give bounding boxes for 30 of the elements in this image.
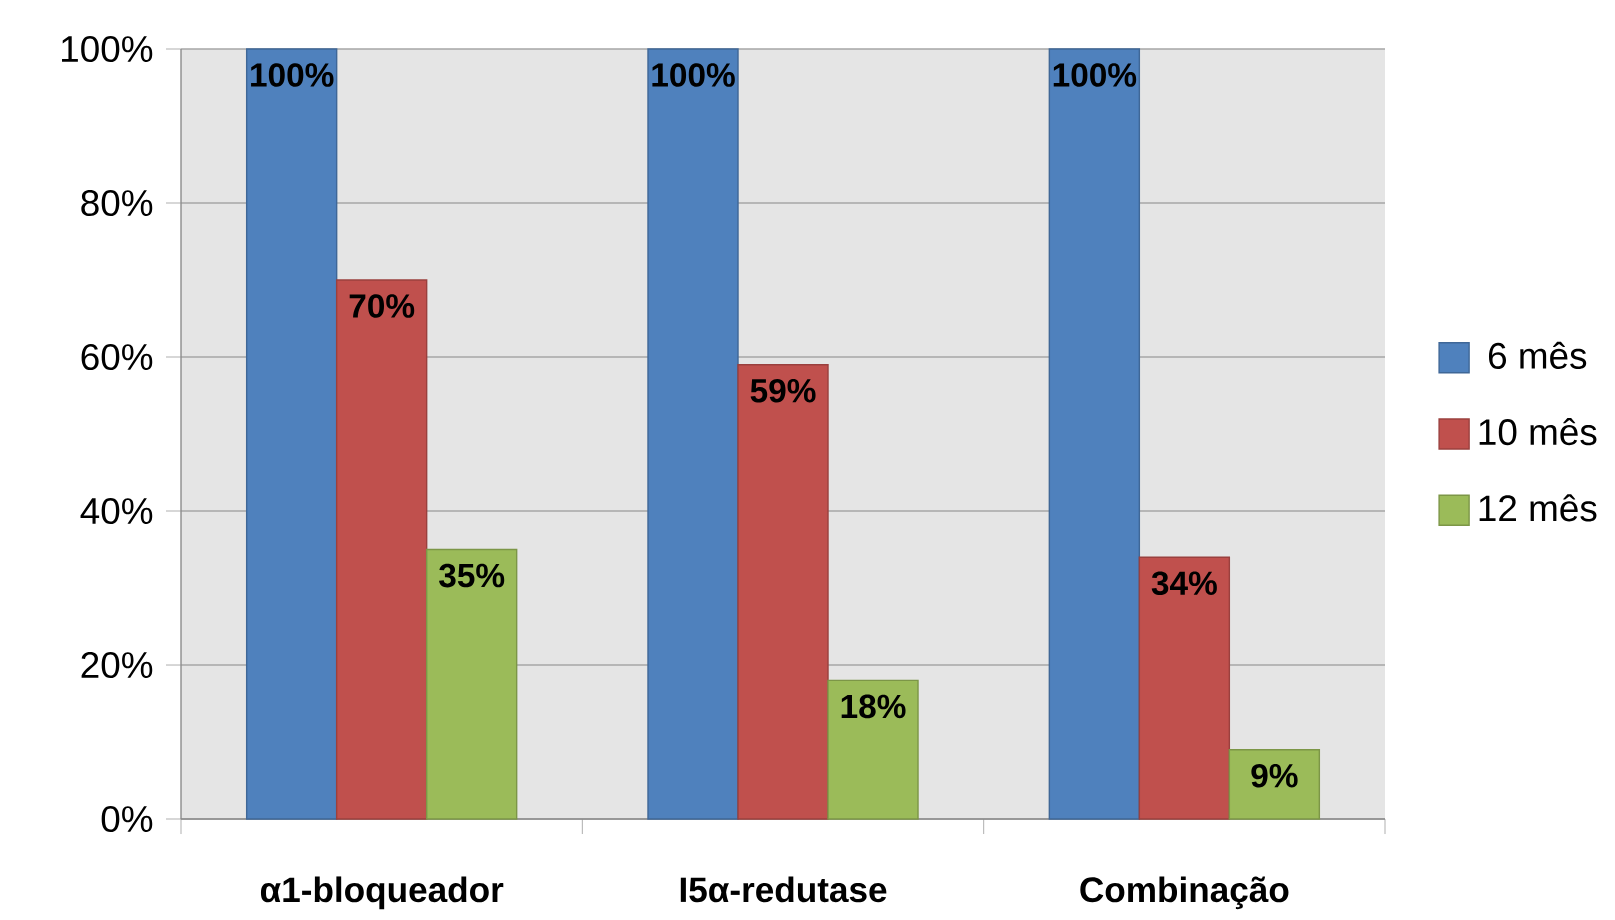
data-label: 34% — [1151, 571, 1217, 596]
x-tick-label: α1-bloqueador — [260, 876, 504, 910]
y-tick-label: 0% — [101, 805, 153, 833]
data-label: 35% — [439, 563, 505, 588]
legend-label: 10 mês — [1479, 417, 1597, 446]
y-tick-label: 40% — [80, 497, 153, 525]
bar — [245, 48, 338, 820]
bar — [737, 363, 829, 820]
y-tick-label: 80% — [81, 189, 153, 217]
data-label: 100% — [1053, 63, 1137, 87]
bar — [1138, 556, 1231, 820]
y-tick-label: 100% — [62, 35, 153, 63]
bar — [827, 679, 919, 820]
bar — [335, 279, 428, 820]
data-label: 100% — [251, 63, 334, 87]
bar — [647, 48, 739, 820]
y-tick-label: 60% — [81, 343, 153, 371]
x-tick-label: I5α-redutase — [680, 876, 887, 903]
data-label: 18% — [841, 694, 906, 719]
bar — [1048, 48, 1141, 820]
y-tick-label: 20% — [81, 651, 153, 679]
data-label: 59% — [750, 378, 816, 403]
legend-label: 12 mês — [1479, 494, 1597, 522]
legend-label: 6 mês — [1488, 341, 1587, 369]
data-label: 100% — [652, 63, 735, 87]
x-tick-label: Combinação — [1080, 876, 1289, 910]
data-label: 9% — [1251, 763, 1298, 788]
bar — [1228, 749, 1321, 820]
bar — [425, 548, 518, 820]
data-label: 70% — [349, 294, 415, 318]
